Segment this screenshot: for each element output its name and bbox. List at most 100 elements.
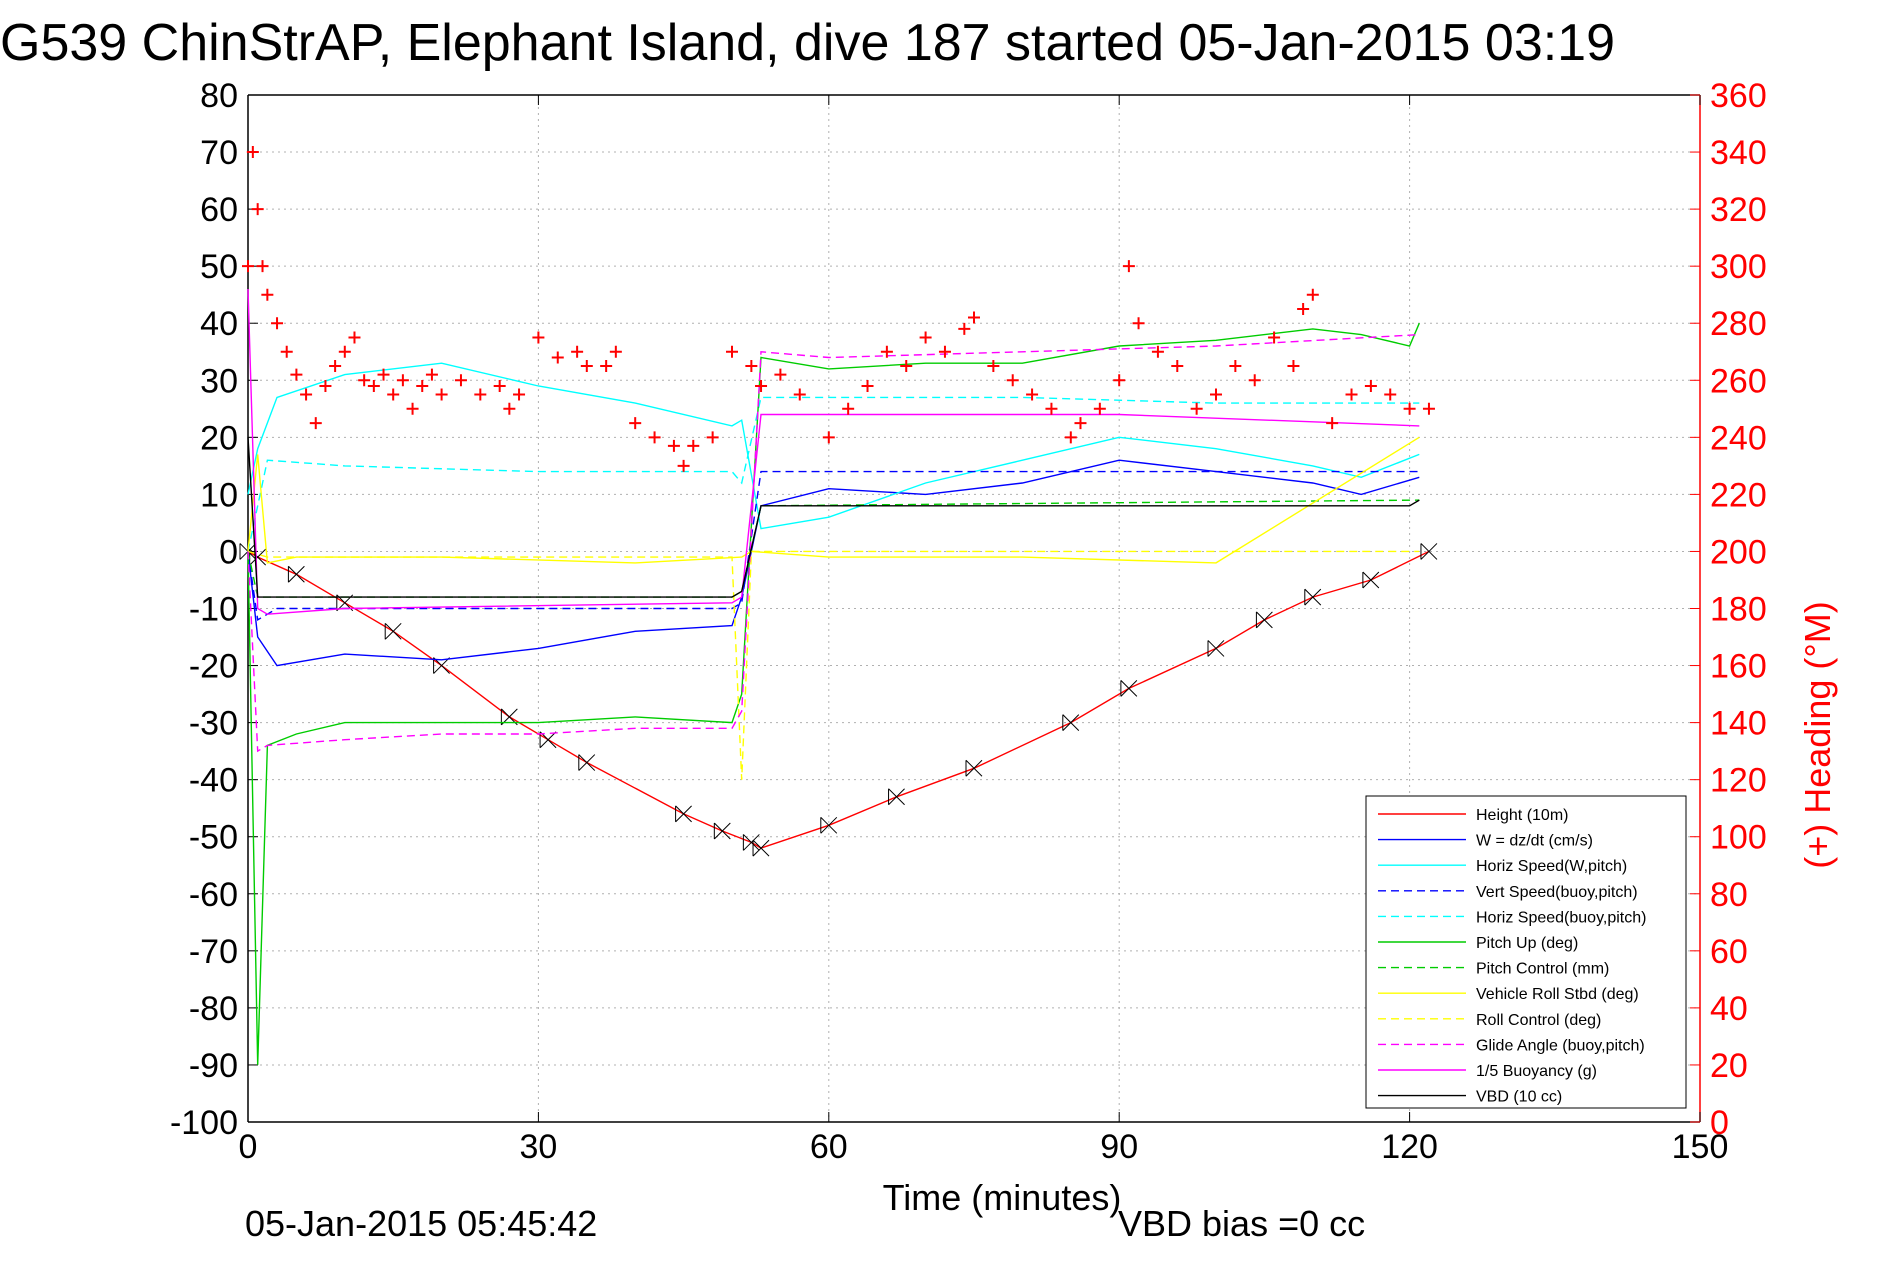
x-ticks: 0 30 60 90 120 150 (239, 95, 1728, 1166)
series-line (247, 362, 1420, 530)
height-marker (752, 839, 770, 857)
heading-marker (1326, 417, 1339, 430)
y2-tick-label: 0 (1710, 1104, 1729, 1142)
y2-tick-label: 300 (1710, 248, 1767, 286)
heading-marker (706, 431, 719, 444)
x-tick-label: 60 (810, 1128, 848, 1166)
heading-marker (551, 351, 564, 364)
series-glide-angle-buoy-pitch (247, 333, 1420, 753)
heading-marker (280, 345, 293, 358)
heading-marker (600, 360, 613, 373)
y-tick-label: -10 (189, 591, 238, 629)
y2-tick-label: 20 (1710, 1047, 1748, 1085)
y-tick-label: 40 (200, 305, 238, 343)
y-tick-label: 50 (200, 248, 238, 286)
heading-marker (1074, 417, 1087, 430)
heading-marker (1064, 431, 1077, 444)
height-marker (287, 565, 305, 583)
y2-tick-label: 120 (1710, 762, 1767, 800)
heading-marker (677, 459, 690, 472)
heading-marker (793, 388, 806, 401)
legend-label: Glide Angle (buoy,pitch) (1476, 1037, 1645, 1054)
series-horiz-speed-w-pitch (247, 362, 1420, 530)
y2-tick-label: 240 (1710, 419, 1767, 457)
heading-marker (1364, 379, 1377, 392)
heading-marker (1268, 331, 1281, 344)
y-tick-label: 70 (200, 134, 238, 172)
heading-marker (900, 360, 913, 373)
height-marker (1120, 680, 1138, 697)
y2-tick-label: 360 (1710, 77, 1767, 115)
heading-marker (513, 388, 526, 401)
heading-marker (880, 345, 893, 358)
y2-tick-label: 80 (1710, 876, 1748, 914)
heading-marker (1229, 360, 1242, 373)
height-marker (1255, 611, 1273, 629)
series-heading (242, 146, 1435, 472)
height-marker (888, 788, 905, 806)
heading-marker (1248, 374, 1261, 387)
heading-marker (1287, 360, 1300, 373)
y-tick-label: -90 (189, 1047, 238, 1085)
heading-marker (1171, 360, 1184, 373)
heading-marker (425, 368, 438, 381)
y2-tick-label: 260 (1710, 362, 1767, 400)
x-tick-label: 30 (519, 1128, 557, 1166)
y-tick-label: -60 (189, 876, 238, 914)
y-tick-label: 60 (200, 191, 238, 229)
chart-title: G539 ChinStrAP, Elephant Island, dive 18… (0, 14, 1615, 72)
heading-marker (358, 374, 371, 387)
series-1-5-buoyancy-g (247, 288, 1420, 615)
heading-marker (256, 260, 269, 273)
heading-marker (919, 331, 932, 344)
heading-marker (968, 311, 980, 324)
y-tick-label: -40 (189, 762, 238, 800)
series-horiz-speed-buoy-pitch (247, 396, 1420, 552)
y2-tick-label: 100 (1710, 819, 1767, 857)
legend-label: W = dz/dt (cm/s) (1476, 833, 1593, 850)
heading-marker (1306, 288, 1319, 301)
heading-marker (348, 331, 361, 344)
legend-box (1365, 795, 1687, 1109)
heading-marker (1026, 388, 1039, 401)
heading-marker (861, 379, 874, 392)
heading-marker (745, 360, 758, 373)
series-pitch-up-deg (247, 322, 1420, 1065)
height-marker (384, 622, 402, 640)
heading-marker (271, 317, 284, 330)
heading-marker (1190, 402, 1203, 415)
y2-tick-label: 200 (1710, 533, 1767, 571)
series-line (247, 437, 1420, 598)
height-marker (1362, 571, 1380, 589)
height-marker (1207, 640, 1225, 657)
x-tick-label: 90 (1100, 1128, 1138, 1166)
heading-marker (319, 379, 332, 392)
legend-label: 1/5 Buoyancy (g) (1476, 1063, 1597, 1080)
heading-marker (1122, 260, 1135, 273)
heading-marker (493, 379, 506, 392)
y-tick-label: -100 (170, 1104, 238, 1142)
legend-label: VBD (10 cc) (1476, 1089, 1562, 1106)
heading-marker (1006, 374, 1019, 387)
series-line (247, 470, 1420, 622)
y-tick-label: 80 (200, 77, 238, 115)
y2-tick-label: 160 (1710, 648, 1767, 686)
footer-timestamp: 05-Jan-2015 05:45:42 (245, 1203, 597, 1244)
y-tick-label: -50 (189, 819, 238, 857)
y-tick-label: -20 (189, 648, 238, 686)
heading-marker (667, 439, 680, 452)
heading-marker (842, 402, 855, 415)
series-vehicle-roll-stbd-deg (247, 436, 1420, 564)
heading-marker (387, 388, 400, 401)
heading-marker (571, 345, 584, 358)
heading-marker (329, 360, 342, 373)
heading-marker (242, 260, 254, 273)
heading-marker (396, 374, 409, 387)
heading-marker (648, 431, 661, 444)
series-line (247, 396, 1420, 552)
heading-marker (261, 288, 274, 301)
heading-marker (474, 388, 487, 401)
heading-marker (532, 331, 545, 344)
series-line (247, 436, 1420, 564)
